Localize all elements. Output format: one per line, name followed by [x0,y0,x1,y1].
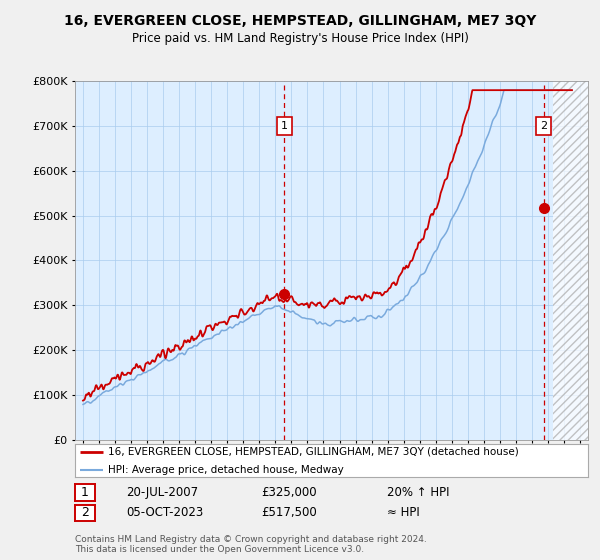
Text: 16, EVERGREEN CLOSE, HEMPSTEAD, GILLINGHAM, ME7 3QY (detached house): 16, EVERGREEN CLOSE, HEMPSTEAD, GILLINGH… [109,447,519,457]
Text: 1: 1 [81,486,89,500]
Text: 20-JUL-2007: 20-JUL-2007 [126,486,198,500]
Text: HPI: Average price, detached house, Medway: HPI: Average price, detached house, Medw… [109,465,344,475]
Text: 2: 2 [81,506,89,520]
Text: ≈ HPI: ≈ HPI [387,506,420,520]
Text: 05-OCT-2023: 05-OCT-2023 [126,506,203,520]
Text: 20% ↑ HPI: 20% ↑ HPI [387,486,449,500]
Text: 16, EVERGREEN CLOSE, HEMPSTEAD, GILLINGHAM, ME7 3QY: 16, EVERGREEN CLOSE, HEMPSTEAD, GILLINGH… [64,14,536,28]
Text: 1: 1 [281,121,288,131]
Text: Contains HM Land Registry data © Crown copyright and database right 2024.
This d: Contains HM Land Registry data © Crown c… [75,535,427,554]
Text: 2: 2 [541,121,547,131]
Text: £517,500: £517,500 [261,506,317,520]
Text: £325,000: £325,000 [261,486,317,500]
Text: Price paid vs. HM Land Registry's House Price Index (HPI): Price paid vs. HM Land Registry's House … [131,32,469,45]
